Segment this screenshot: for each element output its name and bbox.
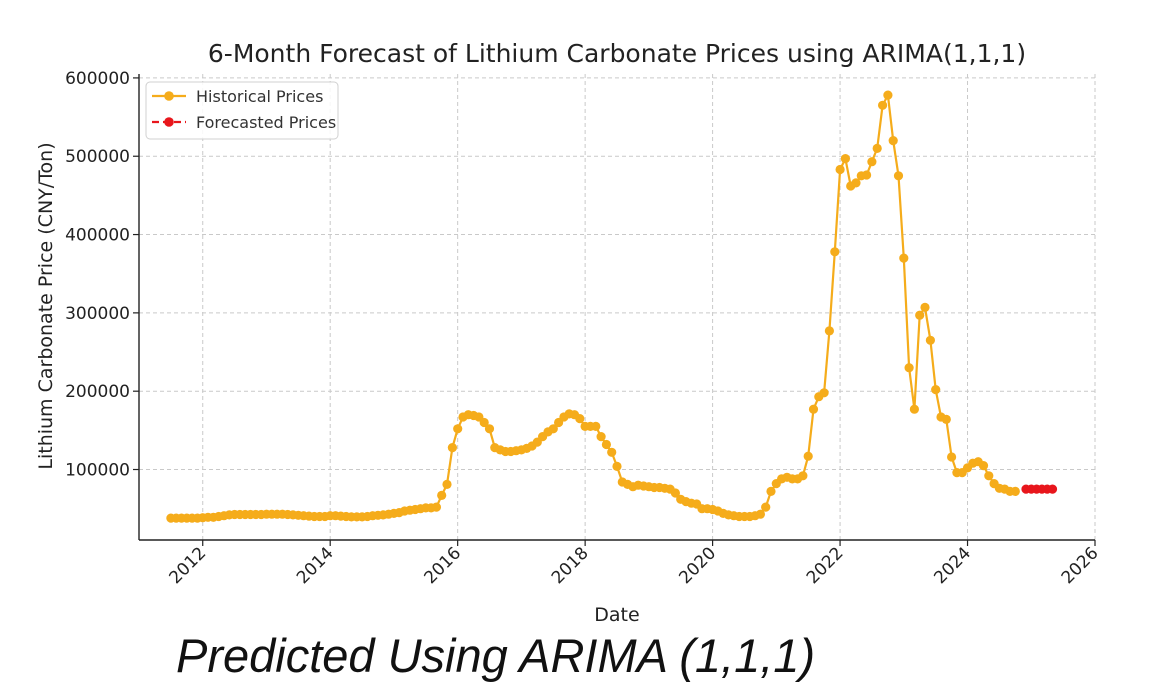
- x-tick-label-2012: 2012: [166, 543, 211, 588]
- x-tick-label-2018: 2018: [548, 543, 593, 588]
- data-point-historical-2022-02: [840, 154, 851, 164]
- y-tick-label-500000: 500000: [65, 147, 130, 167]
- y-axis-label: Lithium Carbonate Price (CNY/Ton): [35, 142, 57, 469]
- data-point-historical-2015-11: [442, 479, 452, 489]
- x-tick-label-2014: 2014: [293, 543, 338, 588]
- data-point-historical-2019-06: [670, 488, 681, 498]
- y-tick-label-400000: 400000: [65, 226, 130, 246]
- x-axis-ticks: 2012 2014 2016 2018 2020 2022 2024 2026: [166, 540, 1103, 588]
- data-point-historical-2018-05: [601, 439, 612, 450]
- data-point-historical-2018-04: [596, 432, 606, 442]
- data-point-historical-2023-10: [947, 452, 957, 462]
- data-point-historical-2016-07: [484, 424, 495, 434]
- data-point-historical-2017-12: [575, 414, 585, 424]
- x-tick-label-2022: 2022: [803, 543, 848, 588]
- data-point-historical-2023-04: [915, 310, 925, 320]
- legend-historical-label: Historical Prices: [196, 87, 323, 106]
- axes: [138, 74, 1095, 541]
- legend: Historical Prices Forecasted Prices: [145, 81, 339, 140]
- data-point-historical-2023-06: [925, 335, 936, 345]
- data-point-historical-2018-07: [612, 461, 622, 471]
- data-point-historical-2023-02: [904, 363, 914, 373]
- data-point-historical-2024-04: [978, 461, 989, 471]
- data-point-historical-2023-05: [920, 302, 930, 312]
- data-point-historical-2024-05: [984, 471, 994, 481]
- data-point-historical-2022-07: [867, 157, 877, 167]
- data-point-historical-2021-10: [819, 388, 829, 398]
- data-point-historical-2020-11: [761, 502, 771, 512]
- data-point-historical-2021-07: [803, 451, 813, 461]
- x-tick-label-2026: 2026: [1058, 543, 1103, 588]
- y-tick-label-200000: 200000: [65, 382, 130, 402]
- data-point-historical-2023-07: [931, 385, 941, 395]
- series-layer: [166, 90, 1058, 523]
- data-point-historical-2015-10: [437, 490, 447, 500]
- chart-title: 6-Month Forecast of Lithium Carbonate Pr…: [208, 39, 1026, 68]
- data-point-historical-2021-06: [798, 471, 808, 481]
- data-point-forecast-2025-05: [1047, 484, 1058, 494]
- data-point-historical-2023-09: [941, 414, 951, 424]
- data-point-historical-2018-03: [591, 421, 601, 431]
- y-tick-label-100000: 100000: [65, 461, 130, 481]
- data-point-historical-2016-01: [453, 424, 463, 434]
- data-point-historical-2021-08: [808, 404, 819, 414]
- y-tick-label-300000: 300000: [65, 304, 130, 324]
- chart: 6-Month Forecast of Lithium Carbonate Pr…: [35, 39, 1103, 626]
- data-point-historical-2021-12: [830, 247, 840, 257]
- x-tick-label-2024: 2024: [930, 543, 975, 588]
- caption: Predicted Using ARIMA (1,1,1): [176, 629, 816, 682]
- data-point-historical-2022-09: [878, 100, 888, 110]
- data-point-historical-2016-06: [479, 417, 489, 428]
- x-axis-label: Date: [594, 604, 639, 626]
- legend-forecast-marker: [164, 117, 174, 127]
- data-point-historical-2024-10: [1010, 486, 1020, 496]
- data-point-historical-2022-12: [893, 171, 904, 181]
- data-point-historical-2022-08: [872, 143, 882, 153]
- data-point-historical-2022-06: [862, 170, 872, 180]
- x-tick-label-2016: 2016: [420, 543, 465, 588]
- data-point-historical-2023-01: [899, 253, 909, 263]
- x-tick-label-2020: 2020: [675, 543, 720, 588]
- y-axis-ticks: 100000 200000 300000 400000 500000 600000: [65, 69, 139, 481]
- y-tick-label-600000: 600000: [65, 69, 130, 89]
- series-line-historical: [170, 93, 1016, 520]
- data-point-historical-2022-01: [835, 164, 845, 175]
- data-point-historical-2015-09: [431, 502, 441, 512]
- data-point-historical-2022-10: [883, 90, 893, 100]
- data-point-historical-2018-06: [607, 447, 617, 457]
- data-point-historical-2022-11: [888, 136, 898, 146]
- legend-forecast-label: Forecasted Prices: [196, 113, 336, 132]
- data-point-historical-2023-03: [909, 404, 920, 414]
- legend-box: [145, 81, 339, 140]
- data-point-historical-2021-11: [824, 326, 835, 336]
- data-point-historical-2017-07: [548, 424, 558, 434]
- legend-historical-marker: [164, 91, 174, 101]
- data-point-historical-2022-04: [851, 178, 861, 188]
- data-point-historical-2015-12: [447, 443, 457, 453]
- data-point-historical-2020-12: [766, 486, 776, 496]
- data-point-historical-2020-10: [755, 509, 766, 519]
